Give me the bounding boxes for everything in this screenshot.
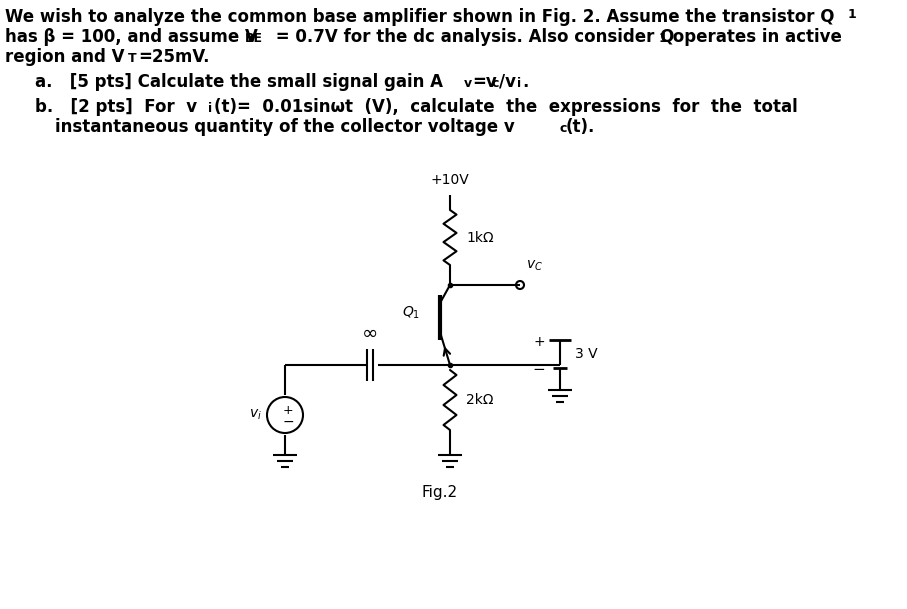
Text: 3 V: 3 V: [575, 347, 598, 361]
Text: region and V: region and V: [5, 48, 124, 66]
Text: i: i: [208, 102, 212, 115]
Text: operates in active: operates in active: [667, 28, 842, 46]
Text: /v: /v: [499, 73, 516, 91]
Text: has β = 100, and assume V: has β = 100, and assume V: [5, 28, 258, 46]
Text: c: c: [492, 77, 500, 90]
Text: i: i: [517, 77, 522, 90]
Text: instantaneous quantity of the collector voltage v: instantaneous quantity of the collector …: [55, 118, 515, 136]
Text: 1: 1: [848, 8, 857, 21]
Text: +: +: [283, 404, 293, 417]
Text: =25mV.: =25mV.: [138, 48, 210, 66]
Text: (t).: (t).: [566, 118, 595, 136]
Text: c: c: [559, 122, 566, 135]
Text: $v_i$: $v_i$: [249, 408, 262, 422]
Text: −: −: [532, 362, 545, 378]
Text: $v_C$: $v_C$: [526, 259, 543, 273]
Text: +10V: +10V: [431, 173, 470, 187]
Text: +: +: [533, 335, 545, 349]
Text: a.   [5 pts] Calculate the small signal gain A: a. [5 pts] Calculate the small signal ga…: [35, 73, 443, 91]
Text: ∞: ∞: [362, 324, 378, 343]
Text: .: .: [522, 73, 529, 91]
Text: (t)=  0.01sinωt  (V),  calculate  the  expressions  for  the  total: (t)= 0.01sinωt (V), calculate the expres…: [214, 98, 798, 116]
Text: b.   [2 pts]  For  v: b. [2 pts] For v: [35, 98, 197, 116]
Text: 2kΩ: 2kΩ: [466, 393, 493, 407]
Text: = 0.7V for the dc analysis. Also consider Q: = 0.7V for the dc analysis. Also conside…: [270, 28, 675, 46]
Text: BE: BE: [245, 32, 263, 45]
Text: Fig.2: Fig.2: [422, 485, 458, 500]
Text: T: T: [128, 52, 137, 65]
Text: 1: 1: [659, 32, 668, 45]
Text: =v: =v: [472, 73, 497, 91]
Text: $Q_1$: $Q_1$: [402, 304, 420, 321]
Text: v: v: [464, 77, 473, 90]
Text: 1kΩ: 1kΩ: [466, 230, 493, 244]
Text: We wish to analyze the common base amplifier shown in Fig. 2. Assume the transis: We wish to analyze the common base ampli…: [5, 8, 834, 26]
Text: −: −: [282, 415, 294, 429]
